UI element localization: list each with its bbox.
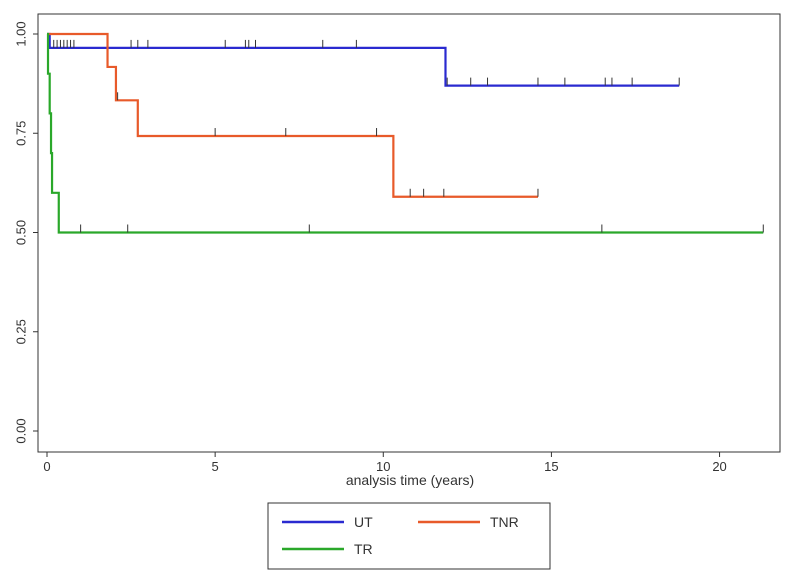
x-tick-label: 10 (376, 459, 390, 474)
legend-label-ut: UT (354, 514, 373, 530)
y-tick-label: 0.00 (13, 418, 28, 443)
x-tick-label: 5 (212, 459, 219, 474)
series-tr-line (46, 32, 764, 234)
series-tnr-line (47, 32, 538, 198)
legend-label-tnr: TNR (490, 514, 519, 530)
axis-layer: 0.00 0.25 0.50 0.75 1.00 0 5 10 15 20 (13, 13, 781, 474)
y-tick-label: 0.50 (13, 220, 28, 245)
x-tick-label: 15 (544, 459, 558, 474)
x-tick-label: 0 (43, 459, 50, 474)
series-layer (46, 32, 764, 234)
y-tick-label: 0.25 (13, 319, 28, 344)
legend-label-tr: TR (354, 541, 373, 557)
y-tick-label: 0.75 (13, 121, 28, 146)
legend-box (267, 502, 551, 570)
x-tick-label: 20 (712, 459, 726, 474)
x-axis-label: analysis time (years) (346, 472, 474, 488)
y-tick-label: 1.00 (13, 21, 28, 46)
legend: UT TNR TR (267, 502, 551, 570)
